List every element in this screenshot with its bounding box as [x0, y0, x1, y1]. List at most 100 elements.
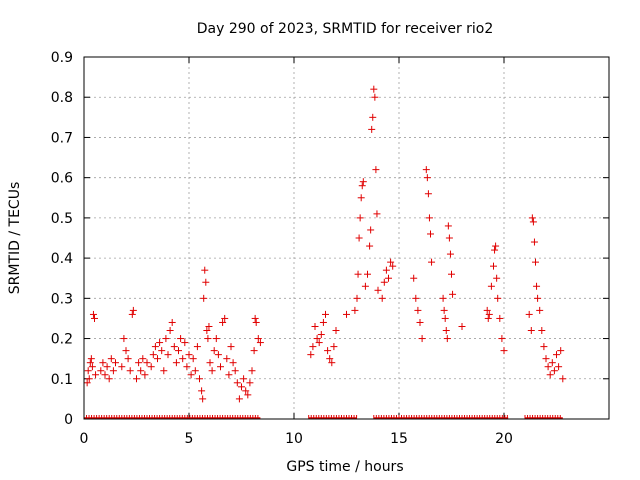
data-point [378, 294, 386, 302]
data-point [427, 230, 434, 238]
data-point [217, 363, 224, 371]
data-point [385, 274, 392, 282]
data-point [164, 351, 172, 359]
data-point [484, 314, 492, 322]
data-point [233, 379, 241, 387]
data-point [91, 314, 98, 322]
x-axis-label: GPS time / hours [286, 459, 403, 475]
data-point [189, 355, 197, 363]
data-point [185, 351, 193, 359]
data-point [371, 93, 379, 101]
data-point [221, 314, 229, 322]
data-point [448, 270, 455, 278]
data-point [550, 367, 558, 375]
data-point [330, 343, 338, 351]
data-point [87, 355, 95, 363]
data-point [85, 375, 93, 383]
data-point [135, 359, 143, 367]
data-point [231, 367, 239, 375]
data-point [559, 375, 567, 383]
data-point [203, 327, 211, 335]
data-point [193, 343, 201, 351]
data-point [423, 174, 431, 182]
data-point [487, 282, 495, 290]
data-point [359, 178, 367, 186]
data-point [147, 363, 155, 371]
data-point [416, 318, 424, 326]
data-point [196, 375, 203, 383]
data-point [361, 282, 369, 290]
x-tick-label: 5 [185, 431, 194, 447]
data-point [353, 294, 361, 302]
data-point [122, 347, 130, 355]
data-point [246, 379, 254, 387]
data-point [129, 306, 137, 314]
y-tick-label: 0 [64, 412, 73, 428]
data-point [493, 274, 501, 282]
data-point [86, 359, 94, 367]
data-point [124, 355, 132, 363]
data-point [492, 242, 500, 250]
data-point [202, 278, 210, 286]
data-point [525, 310, 533, 318]
data-point [251, 314, 259, 322]
data-point [555, 363, 563, 371]
data-point [387, 258, 395, 266]
y-tick-label: 0.3 [51, 291, 73, 307]
data-point [97, 367, 105, 375]
data-point [238, 383, 245, 391]
data-point [126, 367, 134, 375]
data-point [490, 262, 497, 270]
data-point [445, 234, 453, 242]
data-point [244, 391, 252, 399]
data-point [242, 387, 250, 395]
zero-value-markers [83, 415, 261, 419]
data-point [89, 310, 97, 318]
y-tick-label: 0.2 [51, 332, 73, 348]
data-point [160, 367, 168, 375]
data-point [441, 314, 449, 322]
data-point [530, 238, 538, 246]
data-point [414, 306, 422, 314]
data-point [154, 355, 161, 363]
data-point [225, 371, 233, 379]
data-point [187, 371, 195, 379]
data-point [201, 266, 209, 274]
data-point [166, 327, 174, 335]
data-point [553, 351, 560, 359]
data-point [428, 258, 436, 266]
data-point [99, 359, 107, 367]
data-point [235, 395, 243, 403]
data-point [370, 85, 378, 93]
data-point [200, 294, 208, 302]
data-point [424, 190, 432, 198]
x-tick-label: 15 [390, 431, 408, 447]
zero-value-markers [524, 415, 563, 419]
data-point [557, 347, 565, 355]
data-point [532, 258, 539, 266]
data-point [88, 363, 96, 371]
data-point [527, 327, 535, 335]
data-point [500, 347, 508, 355]
data-point [351, 306, 359, 314]
data-point [357, 194, 365, 202]
data-point [548, 359, 556, 367]
data-point [101, 371, 109, 379]
data-point [204, 335, 212, 343]
y-axis-label: SRMTID / TECUs [7, 182, 23, 295]
data-point [412, 294, 420, 302]
y-tick-label: 0.4 [51, 251, 73, 267]
data-point [444, 222, 452, 230]
data-point [219, 318, 227, 326]
y-tick-label: 0.7 [51, 130, 73, 146]
data-point [179, 355, 187, 363]
data-point [380, 278, 388, 286]
data-point [546, 371, 554, 379]
data-point [485, 310, 493, 318]
data-point [317, 331, 325, 339]
data-point [120, 335, 128, 343]
data-point [425, 214, 433, 222]
data-point [128, 310, 136, 318]
data-point [198, 387, 206, 395]
data-point [483, 306, 491, 314]
